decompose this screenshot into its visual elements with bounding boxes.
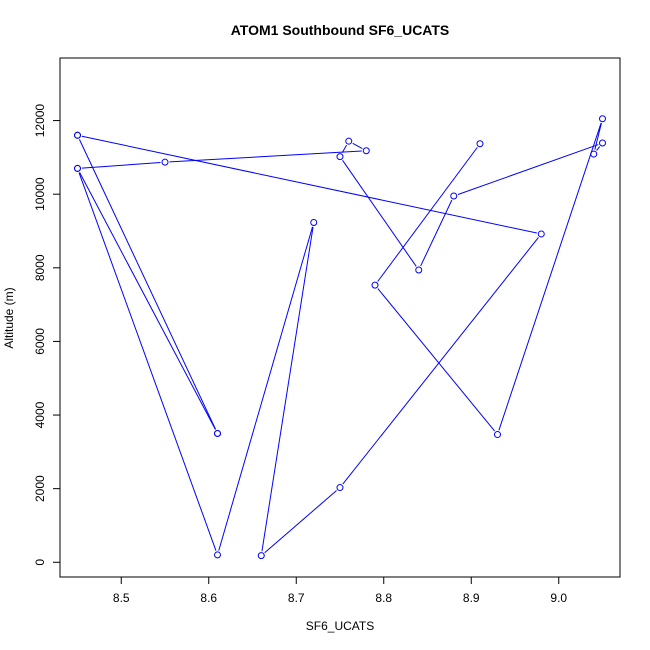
series-segment <box>377 288 496 432</box>
y-tick-label: 2000 <box>33 475 47 502</box>
series-segment <box>377 147 478 282</box>
data-point <box>214 429 221 437</box>
data-point <box>161 158 169 166</box>
series-segment <box>342 237 539 485</box>
data-point <box>371 281 379 289</box>
x-axis-label: SF6_UCATS <box>306 619 374 633</box>
y-tick-label: 0 <box>33 559 47 566</box>
data-point <box>257 552 265 560</box>
y-tick-label: 8000 <box>33 254 47 281</box>
data-point <box>362 147 370 155</box>
series-segment <box>352 142 363 150</box>
data-point <box>345 137 353 145</box>
series-segment <box>498 122 602 431</box>
series-segment <box>264 490 337 554</box>
x-tick-label: 8.8 <box>375 591 392 605</box>
data-point <box>476 140 484 148</box>
series-segment <box>78 139 217 430</box>
data-point <box>590 150 598 158</box>
data-point <box>599 115 606 123</box>
y-axis: 0 2000 4000 6000 8000 10000 12000 <box>33 104 61 566</box>
x-tick-label: 8.6 <box>200 591 217 605</box>
series-segment <box>420 199 453 267</box>
series-segment <box>81 161 161 169</box>
series-segment <box>261 226 314 552</box>
x-tick-label: 9.0 <box>550 591 567 605</box>
data-point <box>336 153 344 161</box>
series-segment <box>341 144 347 153</box>
x-tick-label: 8.7 <box>288 591 305 605</box>
data-point <box>415 266 423 274</box>
x-tick-label: 8.9 <box>463 591 480 605</box>
series-segment <box>342 160 417 267</box>
series-segment <box>596 146 601 151</box>
data-point <box>537 230 545 238</box>
y-tick-label: 4000 <box>33 401 47 428</box>
series-segment <box>218 226 313 551</box>
data-point <box>494 431 501 439</box>
data-point <box>450 192 458 200</box>
chart-title: ATOM1 Southbound SF6_UCATS <box>231 22 450 38</box>
data-point <box>599 139 606 147</box>
data-point <box>336 484 344 492</box>
x-axis: 8.5 8.6 8.7 8.8 8.9 9.0 <box>113 576 567 605</box>
y-tick-label: 10000 <box>33 177 47 211</box>
series-layer <box>74 115 606 560</box>
x-tick-label: 8.5 <box>113 591 130 605</box>
data-point <box>74 164 81 172</box>
series-segment <box>457 144 599 195</box>
data-point <box>310 219 318 227</box>
y-tick-label: 6000 <box>33 328 47 355</box>
data-point <box>214 551 221 559</box>
series-segment <box>81 135 537 234</box>
y-tick-label: 12000 <box>33 104 47 138</box>
series-segment <box>79 172 216 430</box>
y-axis-label: Altitude (m) <box>2 287 16 348</box>
series-segment <box>594 122 602 150</box>
series-segment <box>78 172 217 551</box>
series-segment <box>169 150 362 163</box>
data-point <box>74 131 81 139</box>
